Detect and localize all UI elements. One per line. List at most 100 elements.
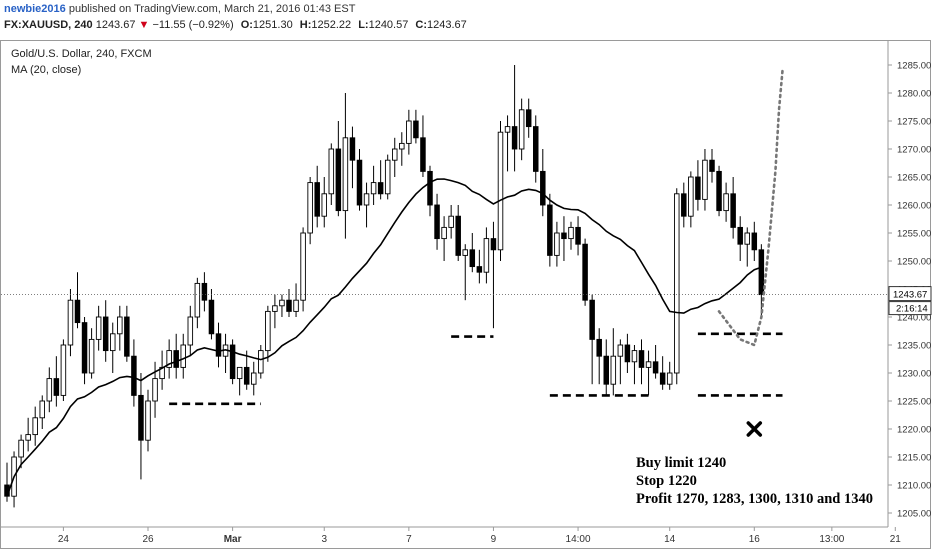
candle-down (575, 226, 581, 245)
candle-down (751, 232, 758, 251)
y-tick-label: 1220.00 (897, 425, 931, 436)
y-tick-label: 1235.00 (897, 341, 931, 352)
candle-up (265, 310, 271, 352)
candle-up (568, 226, 574, 240)
candle-up (300, 232, 306, 301)
candle-up (483, 238, 490, 273)
y-tick-label: 1255.00 (897, 229, 931, 240)
candle-down (490, 238, 497, 251)
candle-up (321, 193, 328, 217)
candle-up (363, 193, 370, 206)
candle-up (723, 193, 729, 212)
candle-up (46, 378, 53, 402)
price-tag-box (888, 286, 932, 302)
candle-down (603, 355, 610, 385)
candle-up (504, 126, 511, 133)
low-label: L: (358, 19, 369, 31)
candle-down (681, 193, 687, 217)
x-tick-label: 7 (406, 534, 412, 545)
candle-down (286, 299, 292, 312)
candle-down (589, 299, 595, 340)
y-tick-label: 1215.00 (897, 453, 931, 464)
candle-up (448, 215, 454, 228)
price-tag-timer: 2:16:14 (896, 304, 928, 315)
x-tick-label: 9 (491, 534, 497, 545)
candle-up (25, 434, 31, 441)
candle-down (74, 299, 81, 324)
candle-down (243, 366, 250, 385)
candle-down (638, 350, 645, 368)
candle-down (208, 299, 215, 335)
candle-down (511, 126, 518, 150)
indicator-label[interactable]: MA (20, close) (11, 64, 82, 76)
x-tick-label: 13:00 (819, 534, 844, 545)
candle-up (370, 182, 377, 195)
low-value: 1240.57 (368, 19, 409, 31)
candle-up (152, 378, 158, 402)
candle-down (540, 170, 546, 206)
candle-up (293, 299, 299, 312)
moving-average-line (6, 178, 762, 497)
y-tick-label: 1225.00 (897, 397, 931, 408)
candle-down (335, 148, 342, 212)
candle-down (561, 232, 567, 240)
annotation-profit: Profit 1270, 1283, 1300, 1310 and 1340 (636, 491, 873, 507)
candle-up (554, 232, 560, 256)
candle-up (258, 350, 264, 374)
candle-up (617, 344, 624, 357)
stop-x-icon (746, 421, 763, 437)
candle-up (518, 109, 525, 150)
chart-title: Gold/U.S. Dollar, 240, FXCM (11, 48, 152, 60)
candle-down (215, 333, 222, 357)
x-tick-label: 26 (142, 534, 154, 545)
publish-text: published on TradingView.com, March 21, … (68, 3, 356, 15)
x-tick-label: Mar (224, 534, 242, 545)
close-label: C: (415, 19, 428, 31)
y-tick-label: 1265.00 (897, 173, 931, 184)
candle-up (342, 137, 349, 212)
candle-down (356, 159, 363, 206)
y-tick-label: 1285.00 (897, 61, 931, 72)
last-price: 1243.67 (95, 19, 136, 31)
candle-down (455, 215, 461, 256)
x-tick-label: 3 (321, 534, 327, 545)
high-value: 1252.22 (311, 19, 352, 31)
candle-down (533, 126, 539, 172)
candle-up (631, 350, 638, 363)
y-tick-label: 1280.00 (897, 89, 931, 100)
candle-down (737, 226, 743, 245)
y-tick-label: 1275.00 (897, 117, 931, 128)
candle-down (349, 137, 356, 161)
annotation-buy-limit: Buy limit 1240 (636, 455, 727, 471)
candle-up (702, 159, 708, 200)
candle-down (229, 344, 236, 380)
candle-up (67, 299, 74, 346)
candle-up (462, 249, 469, 256)
publisher-username[interactable]: newbie2016 (4, 3, 66, 15)
candle-up (441, 226, 447, 240)
candle-up (236, 366, 243, 380)
candle-down (659, 372, 666, 385)
candle-down (730, 193, 736, 228)
price-tag-timer-box (888, 301, 932, 316)
candle-up (166, 350, 172, 368)
x-tick-label: 24 (58, 534, 70, 545)
y-tick-label: 1270.00 (897, 145, 931, 156)
candle-up (688, 176, 694, 217)
candle-up (328, 148, 335, 195)
candle-down (138, 394, 144, 441)
candle-up (645, 361, 652, 368)
candle-down (547, 204, 553, 256)
candle-down (124, 316, 130, 357)
candle-up (272, 305, 278, 312)
candle-up (60, 344, 67, 396)
candle-up (399, 142, 405, 150)
candle-up (392, 148, 398, 161)
candle-down (652, 361, 659, 374)
candle-up (307, 182, 313, 234)
candle-up (32, 417, 38, 436)
y-tick-label: 1250.00 (897, 257, 931, 268)
candle-down (102, 316, 109, 352)
candle-down (525, 109, 532, 128)
